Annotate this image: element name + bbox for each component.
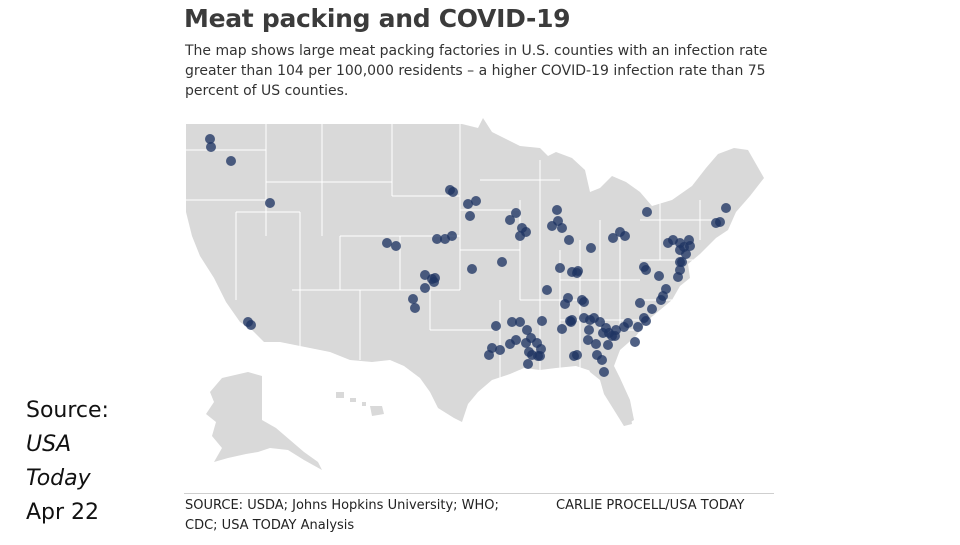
factory-marker — [603, 340, 613, 350]
factory-marker — [515, 317, 525, 327]
factory-marker — [555, 263, 565, 273]
factory-marker — [523, 359, 533, 369]
factory-marker — [410, 303, 420, 313]
factory-marker — [630, 337, 640, 347]
credit-text: CARLIE PROCELL/USA TODAY — [556, 498, 745, 513]
factory-marker — [542, 285, 552, 295]
factory-marker — [522, 325, 532, 335]
factory-marker — [557, 324, 567, 334]
factory-marker — [447, 231, 457, 241]
factory-marker — [497, 257, 507, 267]
factory-marker — [557, 223, 567, 233]
factory-marker — [552, 205, 562, 215]
factory-marker — [647, 304, 657, 314]
factory-marker — [639, 262, 649, 272]
factory-marker — [408, 294, 418, 304]
factory-marker — [491, 321, 501, 331]
factory-marker — [585, 315, 595, 325]
factory-marker — [511, 208, 521, 218]
factory-marker — [569, 351, 579, 361]
factory-marker — [601, 323, 611, 333]
side-note-date: Apr 22 — [26, 500, 100, 525]
factory-marker — [382, 238, 392, 248]
factory-marker — [507, 317, 517, 327]
factory-marker — [661, 284, 671, 294]
factory-marker — [642, 207, 652, 217]
map-subtitle: The map shows large meat packing factori… — [185, 43, 768, 99]
factory-marker — [484, 350, 494, 360]
factory-marker — [611, 325, 621, 335]
factory-marker — [505, 339, 515, 349]
side-note-publication-1: USA — [26, 432, 72, 457]
factory-marker — [246, 320, 256, 330]
factory-marker — [715, 217, 725, 227]
map-title: Meat packing and COVID-19 — [184, 4, 571, 33]
footer-rule — [184, 493, 774, 494]
side-note: Source: USA Today Apr 22 — [26, 394, 109, 530]
factory-marker — [721, 203, 731, 213]
factory-marker — [633, 322, 643, 332]
factory-marker — [471, 196, 481, 206]
factory-marker — [591, 339, 601, 349]
alaska — [206, 372, 322, 470]
factory-marker — [654, 271, 664, 281]
factory-marker — [675, 245, 685, 255]
hawaii — [336, 392, 384, 416]
factory-marker — [505, 215, 515, 225]
factory-marker — [564, 235, 574, 245]
factory-marker — [521, 227, 531, 237]
factory-marker — [597, 355, 607, 365]
factory-marker — [584, 325, 594, 335]
factory-marker — [495, 345, 505, 355]
factory-marker — [583, 335, 593, 345]
source-text: SOURCE: USDA; Johns Hopkins University; … — [185, 498, 499, 533]
factory-marker — [608, 233, 618, 243]
factory-marker — [467, 264, 477, 274]
factory-marker — [635, 298, 645, 308]
factory-marker — [206, 142, 216, 152]
factory-marker — [521, 338, 531, 348]
factory-marker — [432, 234, 442, 244]
factory-marker — [685, 241, 695, 251]
factory-markers — [205, 134, 731, 377]
factory-marker — [463, 199, 473, 209]
factory-marker — [226, 156, 236, 166]
factory-marker — [623, 318, 633, 328]
factory-marker — [465, 211, 475, 221]
side-note-publication-2: Today — [26, 466, 91, 491]
state-borders — [186, 124, 720, 380]
factory-marker — [673, 272, 683, 282]
factory-marker — [205, 134, 215, 144]
factory-marker — [573, 266, 583, 276]
factory-marker — [675, 257, 685, 267]
factory-marker — [579, 297, 589, 307]
factory-marker — [599, 367, 609, 377]
factory-marker — [537, 316, 547, 326]
factory-marker — [560, 299, 570, 309]
factory-marker — [391, 241, 401, 251]
factory-marker — [586, 243, 596, 253]
factory-marker — [567, 315, 577, 325]
factory-marker — [429, 277, 439, 287]
factory-marker — [620, 231, 630, 241]
factory-marker — [535, 351, 545, 361]
factory-marker — [420, 283, 430, 293]
factory-marker — [639, 313, 649, 323]
factory-marker — [448, 187, 458, 197]
florida-peninsula — [586, 362, 632, 426]
factory-marker — [265, 198, 275, 208]
side-note-label: Source: — [26, 398, 109, 423]
